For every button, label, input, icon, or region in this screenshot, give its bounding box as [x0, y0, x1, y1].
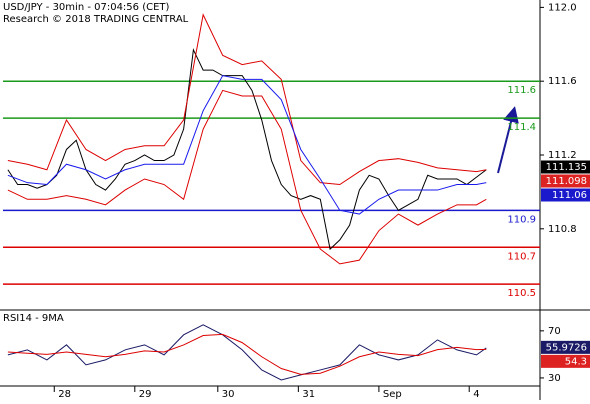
series-line: [7, 333, 487, 375]
chart-subtitle: Research © 2018 TRADING CENTRAL: [3, 14, 189, 25]
y-tick-label: 112.0: [548, 2, 577, 13]
y-tick-label: 110.8: [548, 224, 577, 235]
series-line: [7, 13, 487, 186]
last-value-label: 54.3: [565, 356, 587, 367]
last-value-box: [541, 174, 590, 188]
x-tick-label: 31: [302, 389, 315, 400]
series-line: [7, 48, 487, 251]
series-line: [7, 75, 487, 215]
last-value-box: [541, 340, 590, 354]
last-value-label: 111.135: [546, 162, 587, 173]
level-label: 110.7: [507, 251, 536, 262]
chart-title: USD/JPY - 30min - 07:04:56 (CET): [3, 2, 170, 13]
last-value-label: 111.06: [552, 190, 587, 201]
x-tick-label: 29: [139, 389, 152, 400]
last-value-box: [541, 188, 590, 202]
x-tick-label: Sep: [383, 389, 402, 400]
y-tick-label: 70: [548, 326, 561, 337]
last-value-label: 111.098: [546, 176, 587, 187]
forecast-arrow: [497, 106, 519, 174]
series-line: [7, 89, 487, 265]
level-label: 110.5: [507, 288, 536, 299]
last-value-box: [541, 354, 590, 368]
level-label: 110.9: [507, 214, 536, 225]
y-tick-label: 111.2: [548, 150, 577, 161]
y-tick-label: 111.6: [548, 76, 577, 87]
last-value-box: [541, 160, 590, 174]
rsi-title: RSI14 - 9MA: [3, 313, 64, 324]
x-tick-label: 30: [222, 389, 235, 400]
level-label: 111.4: [507, 122, 536, 133]
x-tick-label: 4: [473, 389, 479, 400]
level-label: 111.6: [507, 85, 536, 96]
x-tick-label: 28: [58, 389, 71, 400]
last-value-label: 55.9726: [546, 342, 587, 353]
y-tick-label: 30: [548, 373, 561, 384]
